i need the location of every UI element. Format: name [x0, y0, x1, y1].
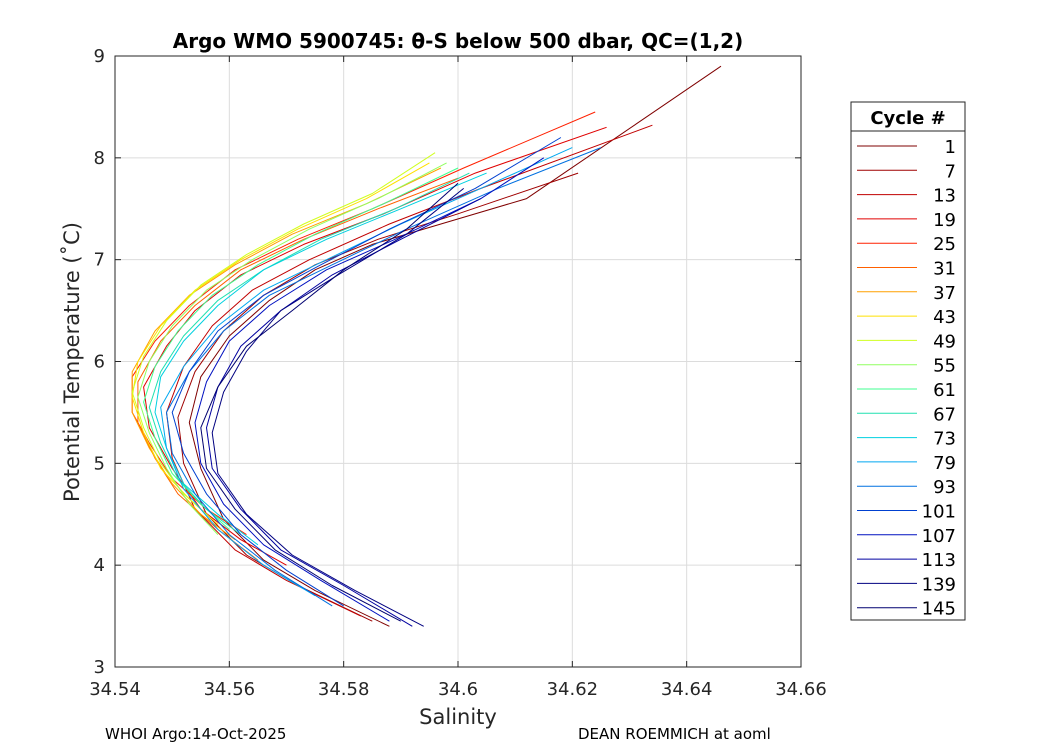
series-line-cycle-101 — [171, 137, 562, 607]
y-tick-label: 8 — [94, 148, 105, 169]
legend-label-cycle-13: 13 — [933, 186, 956, 207]
legend-label-cycle-37: 37 — [933, 283, 956, 304]
legend: Cycle # 1 7 13 19 25 31 37 43 49 55 61 67 73 79 93 101 1… — [850, 101, 966, 621]
legend-label-cycle-113: 113 — [922, 550, 956, 571]
chart-title: Argo WMO 5900745: θ-S below 500 dbar, QC… — [173, 29, 743, 53]
series-line-cycle-43 — [131, 162, 430, 525]
series-line-cycle-49 — [131, 152, 436, 520]
y-tick-label: 6 — [94, 352, 105, 373]
legend-label-cycle-61: 61 — [933, 380, 956, 401]
legend-label-cycle-19: 19 — [933, 210, 956, 231]
series-line-cycle-55 — [137, 162, 447, 535]
series-lines — [131, 65, 722, 627]
series-line-cycle-73 — [154, 172, 487, 546]
legend-label-cycle-31: 31 — [933, 259, 956, 280]
y-tick-label: 7 — [94, 250, 105, 271]
legend-label-cycle-139: 139 — [922, 574, 956, 595]
series-line-cycle-107 — [194, 157, 545, 622]
legend-label-cycle-25: 25 — [933, 234, 956, 255]
x-tick-label: 34.64 — [661, 679, 713, 700]
series-line-cycle-61 — [143, 167, 459, 530]
y-axis-ticks: 3 4 5 6 7 8 9 — [94, 46, 801, 678]
legend-box — [850, 101, 966, 621]
series-line-cycle-37 — [131, 167, 442, 541]
y-tick-label: 4 — [94, 555, 105, 576]
x-axis-label: Salinity — [419, 705, 497, 729]
series-line-cycle-7 — [177, 172, 579, 622]
series-line-cycle-1 — [188, 65, 722, 627]
x-axis-ticks: 34.54 34.56 34.58 34.6 34.62 34.64 34.66 — [89, 56, 827, 700]
y-tick-label: 9 — [94, 46, 105, 67]
footer-source-date: WHOI Argo:14-Oct-2025 — [105, 725, 287, 743]
series-line-cycle-145 — [200, 182, 459, 622]
series-line-cycle-139 — [211, 188, 465, 627]
x-tick-label: 34.58 — [318, 679, 370, 700]
series-line-cycle-113 — [206, 198, 482, 627]
legend-label-cycle-1: 1 — [945, 137, 956, 158]
x-tick-label: 34.56 — [204, 679, 256, 700]
legend-label-cycle-49: 49 — [933, 331, 956, 352]
y-axis-label: Potential Temperature (˚C) — [60, 222, 84, 502]
x-tick-label: 34.62 — [547, 679, 599, 700]
legend-label-cycle-67: 67 — [933, 404, 956, 425]
legend-title: Cycle # — [870, 108, 945, 129]
legend-label-cycle-107: 107 — [922, 526, 956, 547]
legend-label-cycle-73: 73 — [933, 429, 956, 450]
y-tick-label: 5 — [94, 453, 105, 474]
footer-pi-center: DEAN ROEMMICH at aoml — [578, 725, 771, 743]
x-tick-label: 34.66 — [775, 679, 827, 700]
legend-label-cycle-145: 145 — [922, 599, 956, 620]
x-tick-label: 34.54 — [89, 679, 141, 700]
legend-label-cycle-101: 101 — [922, 502, 956, 523]
legend-label-cycle-79: 79 — [933, 453, 956, 474]
legend-label-cycle-7: 7 — [945, 161, 956, 182]
series-line-cycle-67 — [148, 172, 470, 536]
y-tick-label: 3 — [94, 657, 105, 678]
x-tick-label: 34.6 — [438, 679, 478, 700]
legend-label-cycle-93: 93 — [933, 477, 956, 498]
legend-label-cycle-55: 55 — [933, 356, 956, 377]
legend-label-cycle-43: 43 — [933, 307, 956, 328]
